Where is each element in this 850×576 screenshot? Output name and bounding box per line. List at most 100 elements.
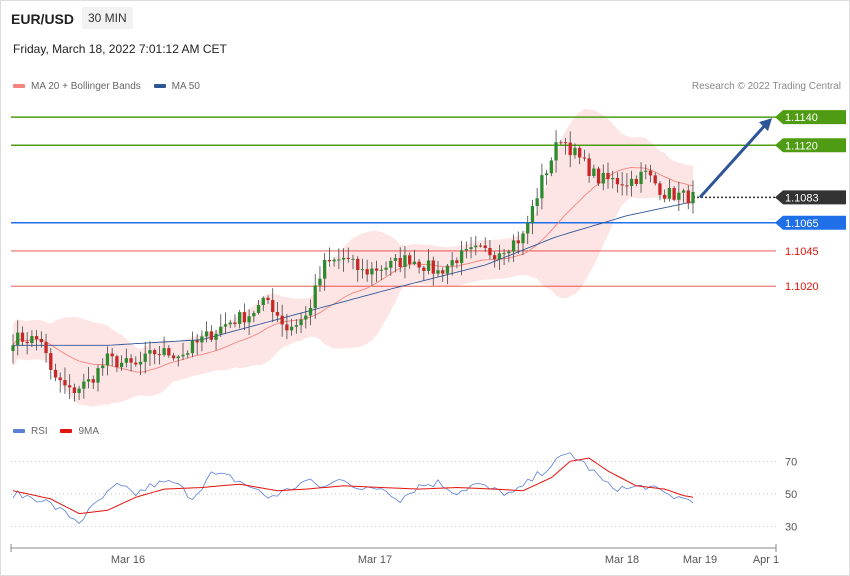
candle-body bbox=[129, 358, 133, 363]
candle bbox=[238, 309, 242, 329]
candle bbox=[374, 260, 379, 282]
candle-body bbox=[228, 322, 232, 325]
candle-body bbox=[101, 365, 105, 369]
candle bbox=[648, 164, 653, 183]
candle-body bbox=[644, 170, 648, 172]
level-label-1.1120: 1.1120 bbox=[785, 140, 818, 152]
candle-body bbox=[686, 190, 690, 204]
candle bbox=[247, 309, 251, 335]
candle bbox=[214, 329, 218, 351]
candle-body bbox=[25, 341, 29, 344]
candle bbox=[398, 247, 402, 273]
candle-body bbox=[223, 324, 228, 327]
candle-body bbox=[171, 355, 176, 359]
level-label-1.1020: 1.1020 bbox=[785, 281, 819, 293]
candle-body bbox=[44, 342, 48, 354]
candle bbox=[611, 170, 615, 189]
candle-body bbox=[58, 377, 62, 381]
candle bbox=[332, 257, 336, 267]
candle-body bbox=[341, 257, 346, 260]
candle bbox=[389, 257, 393, 276]
candle-body bbox=[86, 379, 91, 382]
candle-body bbox=[403, 255, 407, 268]
symbol-title: EUR/USD bbox=[11, 11, 75, 27]
candle bbox=[365, 259, 369, 282]
candle-body bbox=[606, 172, 610, 180]
candle bbox=[436, 260, 440, 278]
candle-body bbox=[53, 369, 58, 378]
candle-body bbox=[214, 333, 218, 340]
price-legend: MA 20 + Bollinger Bands MA 50 bbox=[13, 81, 200, 92]
candle bbox=[49, 347, 53, 380]
candle-body bbox=[398, 257, 402, 268]
candle bbox=[540, 163, 544, 210]
candle-body bbox=[511, 240, 516, 252]
candle-body bbox=[554, 142, 558, 161]
candle-body bbox=[318, 278, 322, 286]
timeframe-button[interactable]: 30 MIN bbox=[82, 7, 133, 29]
candle bbox=[148, 341, 152, 366]
rsi-level-label-70: 70 bbox=[785, 456, 797, 468]
candle bbox=[261, 296, 265, 312]
candle-body bbox=[323, 259, 327, 279]
candle-body bbox=[72, 387, 77, 393]
candle bbox=[39, 331, 43, 348]
candle bbox=[549, 157, 553, 177]
candle bbox=[507, 249, 511, 263]
candle bbox=[526, 215, 530, 245]
candle-body bbox=[153, 350, 157, 355]
candle bbox=[204, 321, 209, 343]
candle-body bbox=[563, 142, 568, 144]
candle-body bbox=[681, 190, 686, 193]
candle bbox=[644, 164, 648, 180]
candle bbox=[341, 248, 346, 272]
candle-body bbox=[625, 185, 629, 187]
candle-body bbox=[271, 300, 275, 313]
candle bbox=[573, 143, 577, 159]
candle bbox=[134, 356, 138, 367]
target-arrow-head bbox=[759, 118, 772, 132]
candle bbox=[308, 299, 313, 326]
candle-body bbox=[601, 172, 605, 184]
candle-body bbox=[568, 142, 572, 156]
candle-body bbox=[502, 253, 506, 255]
candle bbox=[256, 300, 261, 315]
candle-body bbox=[620, 184, 624, 186]
candle bbox=[58, 372, 62, 393]
candle-body bbox=[77, 388, 81, 393]
x-tick-label: Mar 17 bbox=[358, 554, 392, 566]
candle-body bbox=[582, 157, 587, 159]
candle-body bbox=[238, 312, 242, 324]
candle-body bbox=[299, 319, 303, 326]
candle-body bbox=[422, 267, 426, 271]
candle-body bbox=[39, 339, 43, 343]
candle-body bbox=[356, 258, 360, 271]
candle bbox=[360, 258, 365, 279]
candle-body bbox=[204, 331, 209, 337]
candle bbox=[110, 347, 114, 367]
candle-body bbox=[327, 259, 332, 262]
candle bbox=[483, 237, 487, 252]
candle-body bbox=[138, 361, 143, 365]
candle-body bbox=[384, 267, 388, 270]
candle bbox=[124, 348, 128, 368]
candle bbox=[228, 319, 232, 329]
candle bbox=[568, 131, 572, 168]
candle-body bbox=[663, 194, 667, 199]
ma50-swatch bbox=[153, 84, 166, 89]
candle bbox=[138, 351, 143, 376]
candle bbox=[252, 310, 256, 323]
candle bbox=[615, 172, 620, 193]
level-label-1.1065: 1.1065 bbox=[785, 218, 819, 230]
candle-body bbox=[672, 188, 676, 200]
candle-body bbox=[68, 385, 72, 388]
candle bbox=[337, 248, 341, 270]
candle-body bbox=[596, 168, 601, 184]
candle-body bbox=[393, 257, 398, 261]
candle bbox=[157, 346, 162, 365]
candle-body bbox=[266, 297, 270, 301]
candle-body bbox=[351, 258, 355, 260]
candle bbox=[393, 253, 398, 273]
candle bbox=[686, 185, 690, 210]
candle-body bbox=[370, 268, 374, 275]
